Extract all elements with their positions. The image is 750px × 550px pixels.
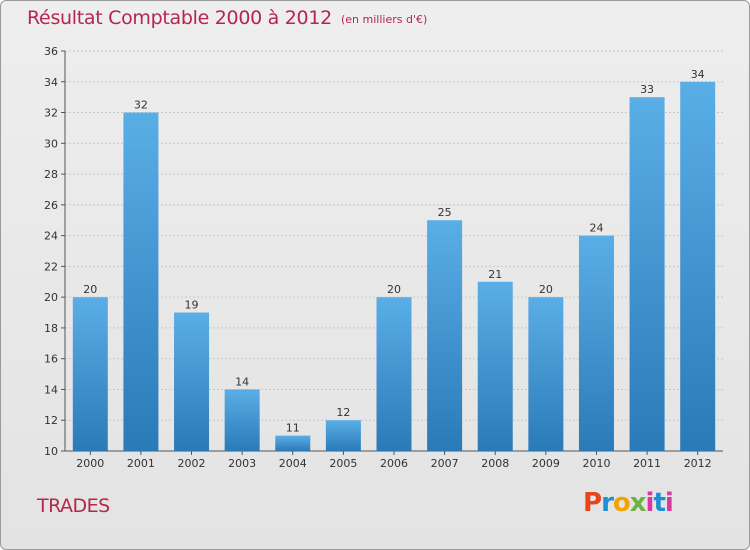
proxiti-logo: Proxiti	[583, 488, 674, 518]
data-label: 34	[691, 68, 705, 81]
data-label: 20	[539, 283, 553, 296]
x-tick-label: 2012	[684, 457, 712, 470]
y-tick-label: 34	[44, 76, 58, 89]
data-label: 24	[589, 222, 603, 235]
y-tick-label: 12	[44, 414, 58, 427]
data-label: 21	[488, 268, 502, 281]
bar	[123, 112, 159, 452]
x-tick-label: 2009	[532, 457, 560, 470]
x-tick-label: 2002	[178, 457, 206, 470]
bars	[72, 81, 716, 452]
y-tick-label: 28	[44, 168, 58, 181]
x-tick-label: 2010	[582, 457, 610, 470]
bar	[275, 435, 311, 451]
y-tick-label: 20	[44, 291, 58, 304]
data-label: 14	[235, 375, 249, 388]
data-label: 19	[185, 299, 199, 312]
x-tick-label: 2004	[279, 457, 307, 470]
x-tick-label: 2005	[329, 457, 357, 470]
bar	[578, 235, 614, 451]
bar	[427, 220, 463, 451]
bar	[325, 420, 361, 451]
y-tick-label: 10	[44, 445, 58, 458]
data-label: 20	[387, 283, 401, 296]
y-tick-label: 32	[44, 107, 58, 120]
bar	[224, 389, 260, 451]
data-label: 33	[640, 83, 654, 96]
bar	[376, 297, 412, 451]
chart-title: Résultat Comptable 2000 à 2012	[27, 7, 332, 29]
bar	[72, 297, 108, 451]
x-tick-label: 2000	[76, 457, 104, 470]
bar	[528, 297, 564, 451]
x-tick-label: 2007	[431, 457, 459, 470]
data-label: 32	[134, 99, 148, 112]
labels: 2000 20 2001 32 2002 19 2003 14 2004 11 2005 12 2006…	[76, 68, 711, 470]
bar	[680, 81, 716, 452]
y-tick-label: 18	[44, 322, 58, 335]
x-tick-label: 2001	[127, 457, 155, 470]
x-tick-label: 2011	[633, 457, 661, 470]
y-tick-label: 22	[44, 260, 58, 273]
data-label: 11	[286, 422, 300, 435]
data-label: 20	[83, 283, 97, 296]
commune-name: TRADES	[37, 495, 110, 517]
data-label: 25	[438, 206, 452, 219]
y-tick-label: 16	[44, 353, 58, 366]
x-tick-label: 2003	[228, 457, 256, 470]
x-tick-label: 2008	[481, 457, 509, 470]
y-tick-label: 14	[44, 383, 58, 396]
y-tick-label: 24	[44, 230, 58, 243]
x-tick-label: 2006	[380, 457, 408, 470]
bar	[629, 97, 665, 452]
y-tick-label: 26	[44, 199, 58, 212]
bar	[174, 312, 210, 451]
chart-unit: (en milliers d'€)	[341, 13, 428, 26]
bar	[477, 281, 513, 451]
data-label: 12	[336, 406, 350, 419]
y-tick-label: 36	[44, 45, 58, 58]
y-tick-label: 30	[44, 137, 58, 150]
